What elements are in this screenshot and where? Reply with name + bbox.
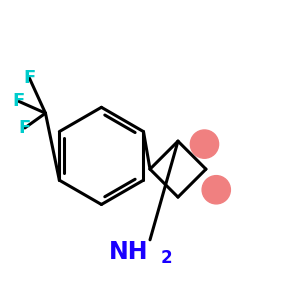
Text: 2: 2 <box>160 249 172 267</box>
Circle shape <box>202 176 230 204</box>
Text: F: F <box>23 69 35 87</box>
Circle shape <box>190 130 219 158</box>
Text: NH: NH <box>109 240 148 264</box>
Text: F: F <box>19 119 31 137</box>
Text: F: F <box>13 92 25 110</box>
